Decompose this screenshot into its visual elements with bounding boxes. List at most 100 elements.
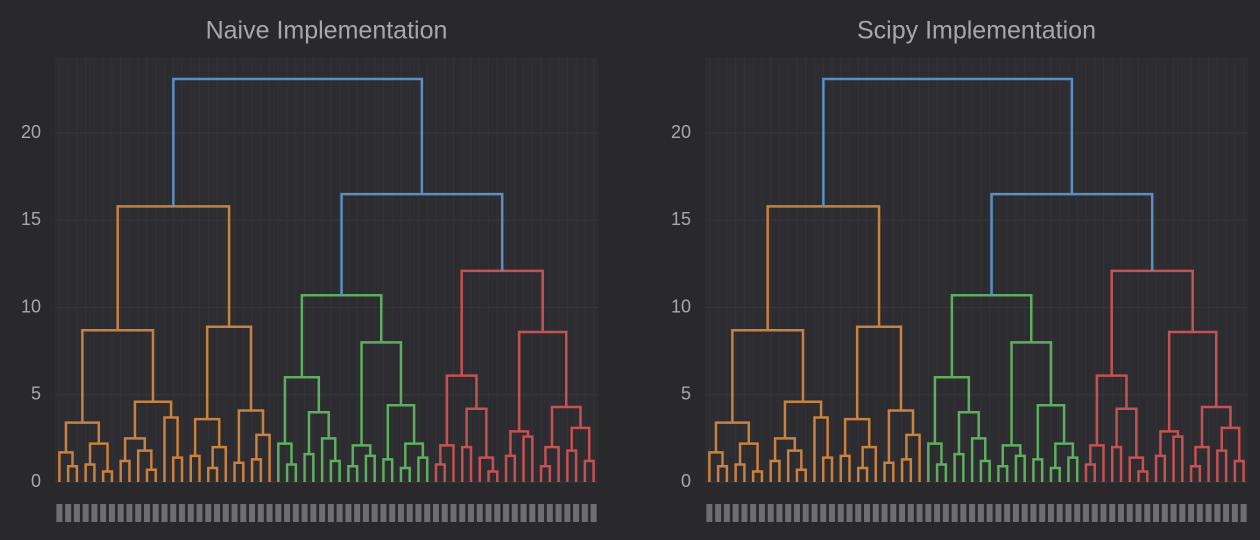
leaf-label (459, 504, 466, 522)
leaf-label (362, 504, 369, 522)
leaf-label (108, 504, 115, 522)
leaf-label (1056, 504, 1063, 522)
leaf-label (995, 504, 1002, 522)
link (283, 376, 321, 444)
leaf-label (529, 504, 536, 522)
leaf-label (266, 504, 273, 522)
leaf-label (925, 504, 932, 522)
leaf-label (214, 504, 221, 522)
leaf-label (1039, 504, 1046, 522)
leaf-label (205, 504, 212, 522)
y-tick-label: 10 (21, 296, 41, 316)
leaf-label (301, 504, 308, 522)
y-tick-label: 0 (681, 471, 691, 491)
leaf-label (820, 504, 827, 522)
leaf-label (969, 504, 976, 522)
y-tick-label: 20 (21, 122, 41, 142)
leaf-label (100, 504, 107, 522)
leaf-label (555, 504, 562, 522)
leaf-label (354, 504, 361, 522)
leaf-label (65, 504, 72, 522)
link (1172, 435, 1184, 482)
leaf-label (1047, 504, 1054, 522)
link (905, 433, 921, 482)
leaf-label (1065, 504, 1072, 522)
leaf-label (951, 504, 958, 522)
leaf-label (538, 504, 545, 522)
link (382, 458, 394, 482)
link (1095, 374, 1128, 446)
y-tick-label: 0 (31, 471, 41, 491)
link (731, 328, 805, 423)
leaf-label (143, 504, 150, 522)
leaf-label (240, 504, 247, 522)
leaf-label (802, 504, 809, 522)
leaf-label (406, 504, 413, 522)
leaf-label (1135, 504, 1142, 522)
leaf-label (706, 504, 713, 522)
leaf-label (573, 504, 580, 522)
link (329, 459, 341, 482)
leaf-label (1118, 504, 1125, 522)
leaf-label (564, 504, 571, 522)
leaf-label (1074, 504, 1081, 522)
leaf-label (899, 504, 906, 522)
leaf-label (284, 504, 291, 522)
leaf-label (389, 504, 396, 522)
link (783, 400, 823, 439)
y-tick-label: 15 (21, 209, 41, 229)
leaf-label (1100, 504, 1107, 522)
leaf-label (546, 504, 553, 522)
leaf-label (907, 504, 914, 522)
link (211, 445, 228, 482)
leaf-label (292, 504, 299, 522)
link (307, 410, 330, 455)
leaf-label (581, 504, 588, 522)
link (786, 449, 803, 482)
leaf-label (1179, 504, 1186, 522)
link (933, 376, 971, 444)
link (1010, 341, 1053, 446)
leaf-label (249, 504, 256, 522)
leaf-label (1170, 504, 1177, 522)
link (1111, 445, 1123, 482)
leaf-label (257, 504, 264, 522)
link (1032, 458, 1044, 482)
leaf-label (1082, 504, 1089, 522)
leaf-label (1240, 504, 1247, 522)
link (957, 410, 980, 455)
leaf-label (942, 504, 949, 522)
leaf-label (73, 504, 80, 522)
leaf-label (397, 504, 404, 522)
leaf-label (441, 504, 448, 522)
leaf-label (846, 504, 853, 522)
link (119, 459, 131, 482)
leaf-label (161, 504, 168, 522)
link (255, 433, 271, 482)
link (714, 421, 751, 453)
link (855, 325, 903, 420)
leaf-label (371, 504, 378, 522)
y-tick-label: 5 (681, 384, 691, 404)
link (461, 445, 473, 482)
link (1216, 449, 1228, 482)
leaf-label (1161, 504, 1168, 522)
leaf-label (855, 504, 862, 522)
link (1194, 445, 1210, 482)
leaf-label (1126, 504, 1133, 522)
link (544, 445, 560, 482)
leaf-label (864, 504, 871, 522)
leaf-label (336, 504, 343, 522)
leaf-label (511, 504, 518, 522)
link (205, 325, 253, 420)
leaf-label (345, 504, 352, 522)
leaf-label (520, 504, 527, 522)
leaf-label (187, 504, 194, 522)
leaf-label (1091, 504, 1098, 522)
link (487, 470, 499, 482)
leaf-label (881, 504, 888, 522)
leaf-label (916, 504, 923, 522)
link (979, 459, 991, 482)
leaf-label (750, 504, 757, 522)
